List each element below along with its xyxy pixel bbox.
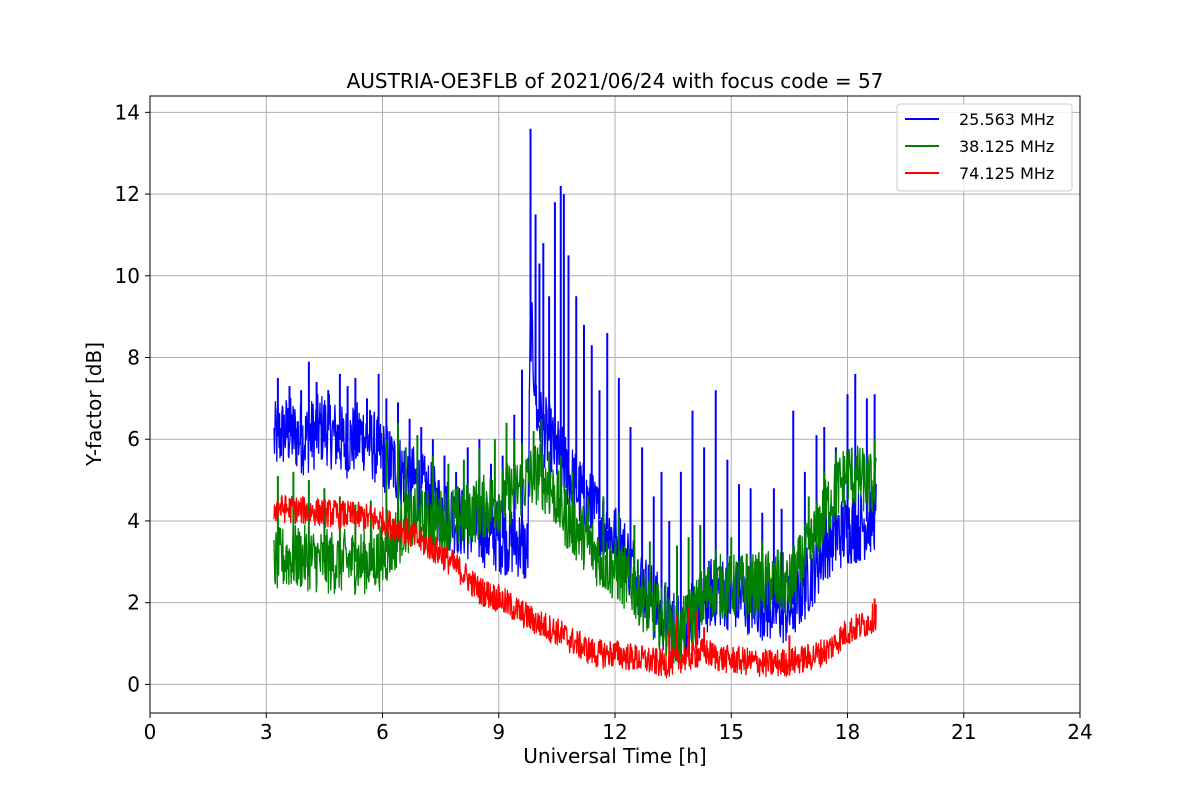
x-tick-label: 9 [492,720,505,744]
series-2 [273,494,877,679]
x-tick-label: 3 [260,720,273,744]
x-tick-label: 0 [144,720,157,744]
legend-label: 25.563 MHz [959,110,1054,129]
y-tick-label: 0 [127,672,140,696]
legend: 25.563 MHz 38.125 MHz 74.125 MHz [896,103,1073,192]
series-line [273,300,877,663]
y-tick-label: 2 [127,591,140,615]
y-tick-label: 6 [127,427,140,451]
y-tick-label: 14 [115,100,140,124]
x-tick-label: 24 [1067,720,1092,744]
y-tick-label: 12 [115,182,140,206]
series-1 [273,418,877,667]
x-axis-label: Universal Time [h] [523,744,706,768]
y-axis-label: Y-factor [dB] [82,342,106,467]
y-tick-label: 4 [127,509,140,533]
x-tick-label: 6 [376,720,389,744]
legend-box [896,103,1073,192]
x-tick-label: 21 [951,720,976,744]
y-tick-label: 8 [127,346,140,370]
x-tick-label: 15 [719,720,744,744]
x-tick-label: 12 [602,720,627,744]
series-line [273,494,877,679]
legend-label: 38.125 MHz [959,137,1054,156]
legend-label: 74.125 MHz [959,164,1054,183]
x-tick-label: 18 [835,720,860,744]
y-tick-label: 10 [115,264,140,288]
series-line [273,443,877,667]
plot-series-group [273,128,877,679]
chart-title: AUSTRIA-OE3FLB of 2021/06/24 with focus … [347,69,884,93]
